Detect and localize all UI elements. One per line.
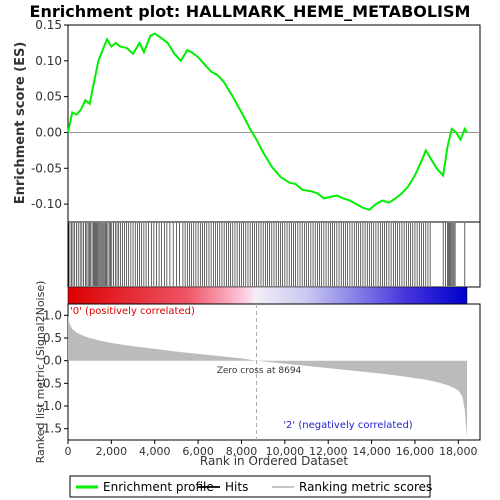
hit-lines bbox=[68, 223, 466, 286]
rank-heatmap bbox=[67, 286, 468, 305]
es-y-axis-label: Enrichment score (ES) bbox=[13, 42, 28, 205]
ranked-metric-panel: 1.0 0.5 0.0 -0.5 -1.0 -1.5 '0' (positively co… bbox=[34, 281, 481, 464]
legend-item-label: Enrichment profile bbox=[103, 480, 214, 494]
rank-y-tick-label: 0.5 bbox=[43, 331, 62, 345]
zero-cross-annotation: Zero cross at 8694 bbox=[217, 366, 302, 376]
es-y-tick-label: 0.00 bbox=[35, 125, 62, 139]
x-tick-label: 14,000 bbox=[352, 445, 391, 458]
rank-y-axis-label: Ranked list metric (Signal2Noise) bbox=[34, 281, 47, 464]
positive-correlation-label: '0' (positively correlated) bbox=[70, 306, 195, 317]
es-y-ticks: 0.15 0.10 0.05 0.00 -0.05 -0.10 bbox=[31, 18, 68, 211]
rank-y-ticks: 1.0 0.5 0.0 -0.5 -1.0 -1.5 bbox=[39, 308, 68, 436]
rank-y-tick-label: -1.0 bbox=[39, 399, 62, 413]
x-tick-label: 8,000 bbox=[226, 445, 258, 458]
negative-correlation-label: '2' (negatively correlated) bbox=[283, 420, 412, 431]
rank-color-bar bbox=[67, 286, 468, 305]
rank-y-tick-label: -0.5 bbox=[39, 376, 62, 390]
es-y-tick-label: 0.05 bbox=[35, 90, 62, 104]
enrichment-plot-frame bbox=[67, 24, 481, 223]
x-tick-label: 4,000 bbox=[139, 445, 171, 458]
x-tick-label: 16,000 bbox=[396, 445, 435, 458]
x-tick-label: 0 bbox=[65, 445, 72, 458]
es-y-tick-label: -0.05 bbox=[31, 161, 62, 175]
x-tick-label: 2,000 bbox=[96, 445, 128, 458]
enrichment-profile-line bbox=[67, 32, 468, 211]
x-tick-label: 18,000 bbox=[439, 445, 478, 458]
rank-y-tick-label: -1.5 bbox=[39, 422, 62, 436]
legend-item-label: Ranking metric scores bbox=[299, 480, 432, 494]
chart-title: Enrichment plot: HALLMARK_HEME_METABOLIS… bbox=[30, 2, 471, 21]
es-y-tick-label: 0.15 bbox=[35, 18, 62, 32]
x-tick-label: 6,000 bbox=[182, 445, 214, 458]
x-axis-label: Rank in Ordered Dataset bbox=[200, 454, 348, 468]
rank-y-tick-label: 0.0 bbox=[43, 354, 62, 368]
x-tick-label: 10,000 bbox=[266, 445, 305, 458]
rank-y-tick-label: 1.0 bbox=[43, 308, 62, 322]
es-y-tick-label: 0.10 bbox=[35, 54, 62, 68]
legend-box bbox=[69, 475, 431, 498]
es-y-tick-label: -0.10 bbox=[31, 197, 62, 211]
x-axis-ticks: 0 2,000 4,000 6,000 8,000 10,000 12,000 14,000 1… bbox=[65, 440, 478, 458]
enrichment-score-panel: 0.15 0.10 0.05 0.00 -0.05 -0.10 Enrichment sc… bbox=[13, 18, 481, 223]
hits-panel bbox=[67, 221, 481, 288]
legend: Enrichment profile Hits Ranking metric sco… bbox=[69, 475, 432, 498]
x-tick-label: 12,000 bbox=[309, 445, 348, 458]
legend-item-label: Hits bbox=[225, 480, 248, 494]
